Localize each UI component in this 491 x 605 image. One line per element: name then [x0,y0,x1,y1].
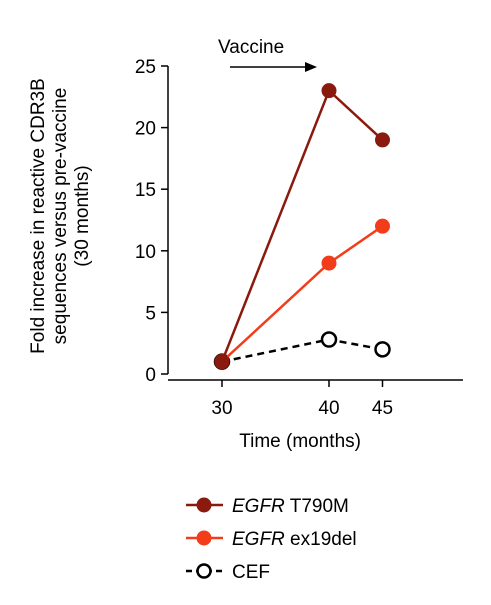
legend-label: EGFR T790M [232,496,349,517]
legend-marker [196,497,212,513]
x-tick-label: 45 [372,398,393,419]
y-tick-label: 10 [135,242,156,263]
legend-item: CEF [186,562,270,583]
vaccine-arrow-head [305,62,317,72]
data-point [374,341,391,358]
x-tick-label: 40 [318,398,339,419]
y-tick-label: 20 [135,119,156,140]
y-axis-title-line: sequences versus pre-vaccine [50,88,71,345]
vaccine-annotation: Vaccine [218,37,317,72]
legend-label: EGFR ex19del [232,529,357,550]
data-point [375,218,390,234]
y-tick-label: 15 [135,180,156,201]
legend-marker [196,530,212,546]
series-0 [214,83,390,370]
x-tick-label: 30 [211,398,232,419]
axes: 0 5 10 15 20 25 30 40 45 [135,57,463,419]
data-point [214,354,230,370]
y-axis-title: Fold increase in reactive CDR3Bsequences… [28,78,93,354]
legend-item: EGFR ex19del [186,529,357,550]
legend-label-variant: T790M [285,496,349,517]
series-2 [213,331,391,370]
data-point [375,132,390,148]
data-point [320,331,338,348]
legend-label-gene: EGFR [232,496,285,517]
data-point [321,83,337,99]
vaccine-label: Vaccine [218,37,284,58]
series-line [220,88,384,363]
legend-item: EGFR T790M [186,496,349,517]
x-axis-title: Time (months) [239,431,361,452]
plot-series [213,83,391,370]
y-tick-label: 25 [135,57,156,78]
series-line [221,338,383,363]
legend-label-gene: EGFR [232,529,285,550]
y-ticks: 0 5 10 15 20 25 [135,57,168,386]
series-line [221,225,384,363]
legend-marker [196,563,212,579]
y-tick-label: 0 [145,365,156,386]
y-tick-label: 5 [145,303,156,324]
data-point [321,255,337,271]
legend-label: CEF [232,562,270,583]
y-axis-title-line: (30 months) [72,165,93,266]
x-ticks: 30 40 45 [211,380,393,419]
y-axis-title-line: Fold increase in reactive CDR3B [28,78,49,354]
legend-label-variant: ex19del [285,529,357,550]
